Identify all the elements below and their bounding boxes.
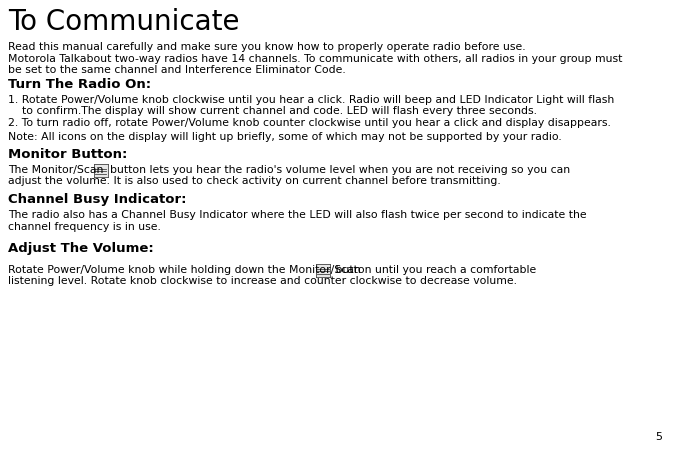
Text: 2. To turn radio off, rotate Power/Volume knob counter clockwise until you hear : 2. To turn radio off, rotate Power/Volum… <box>8 118 611 128</box>
Text: Channel Busy Indicator:: Channel Busy Indicator: <box>8 193 187 206</box>
Text: Read this manual carefully and make sure you know how to properly operate radio : Read this manual carefully and make sure… <box>8 42 526 52</box>
Text: Monitor Button:: Monitor Button: <box>8 148 127 161</box>
Text: Adjust The Volume:: Adjust The Volume: <box>8 242 154 255</box>
Text: to confirm.The display will show current channel and code. LED will flash every : to confirm.The display will show current… <box>8 107 537 117</box>
Text: be set to the same channel and Interference Eliminator Code.: be set to the same channel and Interfere… <box>8 65 346 75</box>
Text: Rotate Power/Volume knob while holding down the Monitor/Scan: Rotate Power/Volume knob while holding d… <box>8 265 364 275</box>
Text: To Communicate: To Communicate <box>8 8 239 36</box>
Text: Turn The Radio On:: Turn The Radio On: <box>8 78 151 91</box>
Text: 5: 5 <box>655 432 662 442</box>
Text: Motorola Talkabout two-way radios have 14 channels. To communicate with others, : Motorola Talkabout two-way radios have 1… <box>8 54 622 63</box>
Text: The radio also has a Channel Busy Indicator where the LED will also flash twice : The radio also has a Channel Busy Indica… <box>8 210 586 220</box>
Text: The Monitor/Scan: The Monitor/Scan <box>8 165 107 175</box>
Text: listening level. Rotate knob clockwise to increase and counter clockwise to decr: listening level. Rotate knob clockwise t… <box>8 276 517 287</box>
Text: adjust the volume. It is also used to check activity on current channel before t: adjust the volume. It is also used to ch… <box>8 176 501 186</box>
Text: 1. Rotate Power/Volume knob clockwise until you hear a click. Radio will beep an: 1. Rotate Power/Volume knob clockwise un… <box>8 95 614 105</box>
Text: button until you reach a comfortable: button until you reach a comfortable <box>332 265 537 275</box>
Text: Note: All icons on the display will light up briefly, some of which may not be s: Note: All icons on the display will ligh… <box>8 132 561 142</box>
Text: channel frequency is in use.: channel frequency is in use. <box>8 221 161 231</box>
Text: button lets you hear the radio's volume level when you are not receiving so you : button lets you hear the radio's volume … <box>110 165 570 175</box>
